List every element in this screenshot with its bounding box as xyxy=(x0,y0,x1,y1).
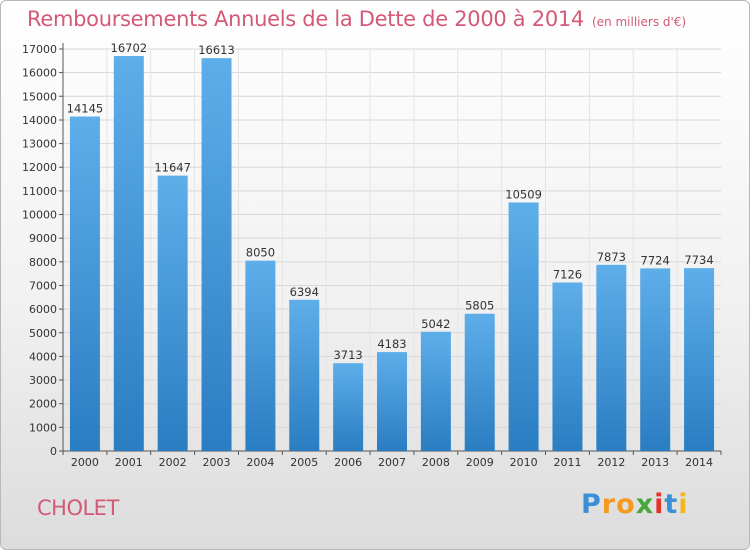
logo-letter: i xyxy=(678,489,689,520)
bars xyxy=(69,56,715,452)
bar xyxy=(464,313,495,451)
data-label: 8050 xyxy=(246,246,275,260)
bar xyxy=(245,260,276,451)
x-tick-label: 2013 xyxy=(641,456,669,469)
city-name: CHOLET xyxy=(37,496,119,520)
x-tick-label: 2012 xyxy=(597,456,625,469)
data-label: 4183 xyxy=(377,337,406,351)
logo-letter: x xyxy=(635,489,655,520)
logo-letter: i xyxy=(654,489,665,520)
data-label: 11647 xyxy=(154,161,191,175)
data-label: 5805 xyxy=(465,299,494,313)
data-label: 10509 xyxy=(505,187,542,201)
data-label: 7734 xyxy=(684,253,713,267)
data-labels: 14145 16702 11647 16613 8050 6394 3713 4183 5042… xyxy=(67,41,714,362)
data-label: 6394 xyxy=(290,285,319,299)
data-label: 16613 xyxy=(198,43,235,57)
y-tick-label: 5000 xyxy=(29,327,57,340)
x-tick-label: 2005 xyxy=(290,456,318,469)
bar xyxy=(333,363,364,451)
logo-letter: o xyxy=(616,489,636,520)
bar xyxy=(289,299,320,451)
x-tick-label: 2014 xyxy=(685,456,713,469)
chart-title-text: Remboursements Annuels de la Dette de 20… xyxy=(27,7,584,31)
logo-letter: r xyxy=(601,489,617,520)
proxiti-logo[interactable]: Proxiti xyxy=(581,489,689,520)
y-tick-label: 7000 xyxy=(29,279,57,292)
bar xyxy=(640,268,671,451)
x-tick-label: 2004 xyxy=(246,456,274,469)
bar xyxy=(508,202,539,451)
y-tick-label: 12000 xyxy=(22,161,57,174)
data-label: 5042 xyxy=(421,317,450,331)
logo-letter: t xyxy=(664,489,679,520)
y-tick-label: 14000 xyxy=(22,114,57,127)
y-tick-label: 3000 xyxy=(29,374,57,387)
y-tick-label: 6000 xyxy=(29,303,57,316)
x-tick-label: 2008 xyxy=(422,456,450,469)
y-tick-label: 4000 xyxy=(29,350,57,363)
y-tick-label: 17000 xyxy=(22,43,57,56)
bar xyxy=(157,175,188,451)
y-tick-label: 9000 xyxy=(29,232,57,245)
bar xyxy=(201,58,232,451)
x-tick-label: 2006 xyxy=(334,456,362,469)
data-label: 7126 xyxy=(553,267,582,281)
x-tick-label: 2000 xyxy=(71,456,99,469)
data-label: 7724 xyxy=(641,253,670,267)
bar xyxy=(420,331,451,451)
bar xyxy=(596,264,627,451)
data-label: 14145 xyxy=(67,102,104,116)
x-tick-label: 2009 xyxy=(466,456,494,469)
y-tick-label: 10000 xyxy=(22,209,57,222)
x-tick-label: 2002 xyxy=(159,456,187,469)
y-tick-labels: 0 1000 2000 3000 4000 5000 6000 7000 8000 9000 100… xyxy=(22,43,57,458)
logo-letter: P xyxy=(581,489,602,520)
bar xyxy=(69,116,100,451)
y-tick-label: 11000 xyxy=(22,185,57,198)
bar xyxy=(684,268,715,451)
bar xyxy=(113,56,144,452)
chart-subtitle: (en milliers d'€) xyxy=(592,15,687,29)
x-tick-label: 2001 xyxy=(115,456,143,469)
y-tick-label: 13000 xyxy=(22,138,57,151)
x-tick-label: 2010 xyxy=(510,456,538,469)
y-tick-label: 16000 xyxy=(22,67,57,80)
bar xyxy=(377,352,407,451)
data-label: 3713 xyxy=(333,348,362,362)
y-tick-label: 15000 xyxy=(22,90,57,103)
x-tick-label: 2007 xyxy=(378,456,406,469)
y-tick-label: 1000 xyxy=(29,421,57,434)
y-tick-label: 8000 xyxy=(29,256,57,269)
data-label: 16702 xyxy=(111,41,148,55)
chart-title: Remboursements Annuels de la Dette de 20… xyxy=(27,7,686,31)
x-tick-labels: 2000 2001 2002 2003 2004 2005 2006 2007 2008 2009… xyxy=(71,456,713,469)
x-tick-label: 2003 xyxy=(203,456,231,469)
x-tick-label: 2011 xyxy=(553,456,581,469)
y-tick-label: 2000 xyxy=(29,398,57,411)
bar xyxy=(552,282,583,451)
y-tick-label: 0 xyxy=(50,445,57,458)
data-label: 7873 xyxy=(597,250,626,264)
